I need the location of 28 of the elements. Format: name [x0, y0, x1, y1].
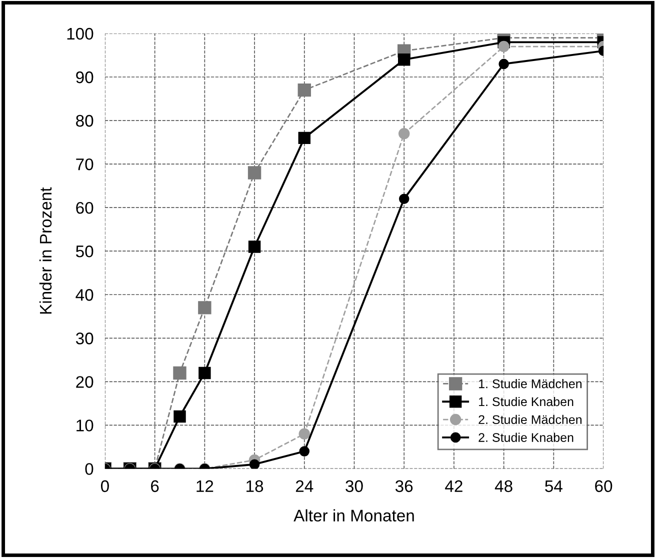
y-tick-label: 60	[76, 202, 94, 214]
y-tick-label: 80	[76, 114, 94, 127]
x-tick-label: 36	[395, 480, 413, 492]
x-axis-title: Alter in Monaten	[294, 509, 414, 522]
x-tick-label: 18	[246, 480, 264, 492]
y-tick-label: 40	[76, 289, 94, 301]
y-tick-label: 0	[85, 463, 94, 475]
x-tick-label: 0	[100, 480, 109, 492]
y-tick-label: 50	[76, 246, 94, 258]
y-tick-label: 10	[76, 420, 94, 432]
y-tick-label: 70	[76, 158, 94, 170]
legend-label: 1. Studie Knaben	[479, 396, 574, 406]
x-tick-label: 30	[346, 480, 363, 492]
y-tick-label: 20	[76, 376, 94, 388]
x-tick-label: 24	[296, 480, 314, 492]
y-tick-label: 90	[76, 71, 94, 84]
legend-label: 1. Studie Mädchen	[479, 379, 582, 388]
legend-label: 2. Studie Mädchen	[478, 414, 582, 424]
x-tick-label: 42	[445, 480, 462, 492]
x-tick-label: 54	[545, 480, 562, 492]
x-tick-label: 6	[151, 480, 159, 492]
y-tick-label: 30	[76, 332, 94, 344]
x-tick-label: 12	[196, 480, 214, 492]
x-tick-label: 60	[595, 480, 612, 492]
x-tick-label: 48	[494, 480, 512, 492]
y-axis-title: Kinder in Prozent	[39, 187, 52, 314]
legend-label: 2. Studie Knaben	[478, 432, 574, 442]
y-tick-label: 100	[67, 28, 94, 40]
